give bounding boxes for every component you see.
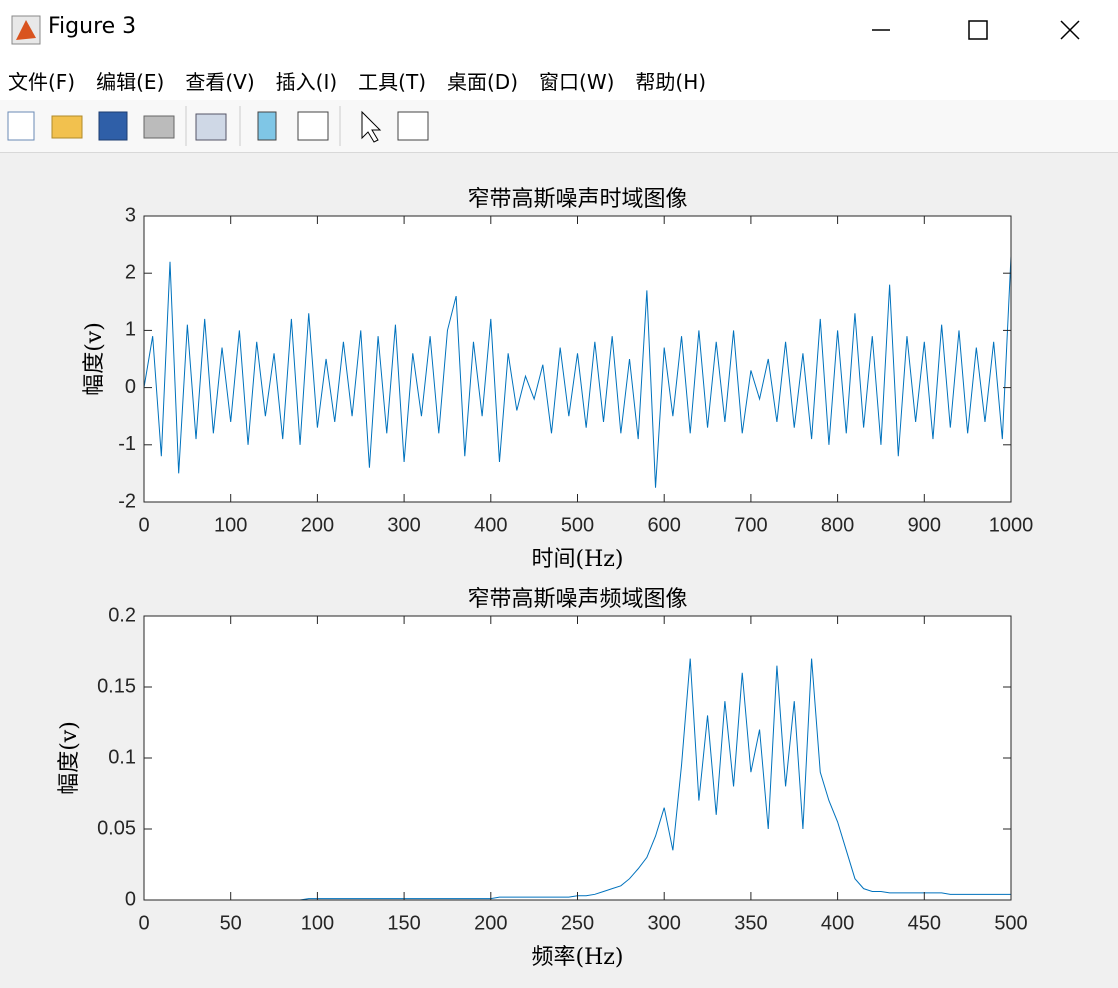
menu-item[interactable]: 工具(T) — [358, 69, 426, 94]
y-tick-label: 2 — [125, 261, 136, 283]
toolbar-icons — [7, 106, 429, 146]
x-tick-label: 500 — [561, 514, 594, 536]
menu-item[interactable]: 编辑(E) — [96, 69, 165, 94]
axes-background — [144, 616, 1011, 900]
legend-icon[interactable] — [297, 111, 329, 141]
x-tick-label: 500 — [994, 912, 1027, 934]
x-tick-label: 900 — [908, 514, 941, 536]
y-tick-label: 0.2 — [108, 604, 136, 626]
data-line — [143, 256, 1012, 488]
window-chrome — [11, 15, 1080, 45]
x-axis-label: 时间(Hz) — [532, 547, 624, 572]
save-icon[interactable] — [98, 111, 128, 141]
close-button[interactable] — [1060, 20, 1080, 40]
menu-item[interactable]: 插入(I) — [275, 69, 338, 94]
menu-item[interactable]: 窗口(W) — [539, 69, 615, 94]
x-tick-label: 0 — [138, 514, 149, 536]
x-tick-label: 400 — [821, 912, 854, 934]
open-icon[interactable] — [51, 115, 83, 139]
toolbar — [0, 100, 1118, 153]
menu-item[interactable]: 查看(V) — [185, 69, 255, 94]
chart-title: 窄带高斯噪声时域图像 — [467, 187, 687, 212]
x-tick-label: 50 — [220, 912, 242, 934]
figure: 0 100 200 300 400 500 600 700 800 900 1000-2-10123… — [57, 187, 1034, 970]
x-tick-label: 100 — [214, 514, 247, 536]
y-tick-label: 3 — [125, 204, 136, 226]
menu-bar: 文件(F) 编辑(E) 查看(V) 插入(I) 工具(T) 桌面(D) 窗口(W) 帮助(H) — [0, 60, 1118, 100]
x-tick-label: 300 — [387, 514, 420, 536]
menu-item[interactable]: 桌面(D) — [447, 69, 519, 94]
axes-background — [144, 216, 1011, 502]
x-tick-label: 0 — [138, 912, 149, 934]
pointer-icon[interactable] — [361, 110, 382, 143]
menu-item[interactable]: 帮助(H) — [635, 69, 707, 94]
x-tick-label: 250 — [561, 912, 594, 934]
y-tick-label: 0 — [125, 376, 136, 398]
y-axis-label: 幅度(v) — [57, 721, 82, 795]
x-tick-label: 350 — [734, 912, 767, 934]
y-tick-label: 0.1 — [108, 746, 136, 768]
window-title: Figure 3 — [48, 14, 137, 39]
maximize-button[interactable] — [968, 20, 988, 40]
title-bar: Figure 3 — [0, 0, 1118, 60]
x-tick-label: 200 — [301, 514, 334, 536]
x-tick-label: 800 — [821, 514, 854, 536]
x-tick-label: 600 — [648, 514, 681, 536]
y-tick-label: 0.05 — [97, 817, 136, 839]
x-tick-label: 450 — [908, 912, 941, 934]
x-tick-label: 300 — [648, 912, 681, 934]
y-tick-label: 0 — [125, 888, 136, 910]
new-icon[interactable] — [7, 111, 35, 141]
x-tick-label: 700 — [734, 514, 767, 536]
x-axis-label: 频率(Hz) — [532, 945, 624, 970]
y-tick-label: -1 — [118, 433, 136, 455]
y-tick-label: 0.15 — [97, 675, 136, 697]
y-tick-label: -2 — [118, 490, 136, 512]
menu-item[interactable]: 文件(F) — [8, 69, 76, 94]
x-tick-label: 100 — [301, 912, 334, 934]
property-icon[interactable] — [397, 111, 429, 141]
x-tick-label: 400 — [474, 514, 507, 536]
x-tick-label: 1000 — [989, 514, 1034, 536]
print-icon[interactable] — [143, 115, 175, 139]
x-tick-label: 150 — [387, 912, 420, 934]
link-icon[interactable] — [195, 113, 227, 141]
y-tick-label: 1 — [125, 319, 136, 341]
y-axis-label: 幅度(v) — [82, 322, 107, 396]
x-tick-label: 200 — [474, 912, 507, 934]
chart-title: 窄带高斯噪声频域图像 — [467, 587, 687, 612]
app-logo — [16, 20, 36, 40]
colorbar-icon[interactable] — [257, 111, 277, 141]
